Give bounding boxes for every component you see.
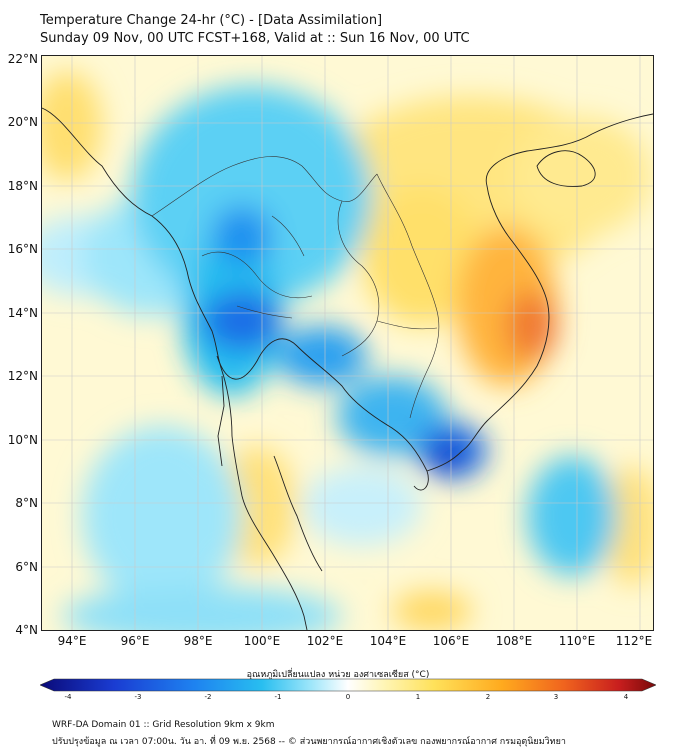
temperature-field [42, 71, 653, 630]
lon-label: 108°E [495, 634, 533, 648]
gridlines [42, 56, 653, 630]
colorbar [40, 678, 656, 692]
lon-label: 102°E [306, 634, 344, 648]
lon-label: 112°E [615, 634, 653, 648]
colorbar-tick: 4 [623, 693, 629, 701]
lat-label: 16°N [7, 242, 38, 256]
colorbar-tick: -2 [204, 693, 212, 701]
lat-label: 4°N [15, 623, 38, 637]
colorbar-tick: -1 [274, 693, 282, 701]
colorbar-tick: 2 [485, 693, 491, 701]
lon-label: 104°E [369, 634, 407, 648]
colorbar-tick: 1 [415, 693, 421, 701]
colorbar-tick: 0 [345, 693, 351, 701]
lon-label: 106°E [432, 634, 470, 648]
colorbar-tick: 3 [553, 693, 559, 701]
lon-label: 94°E [57, 634, 87, 648]
chart-title: Temperature Change 24-hr (°C) - [Data As… [40, 13, 383, 28]
lon-label: 110°E [558, 634, 596, 648]
borders [151, 156, 440, 419]
lat-label: 12°N [7, 369, 38, 383]
lat-label: 6°N [15, 560, 38, 574]
coastlines [42, 107, 653, 630]
lon-label: 100°E [243, 634, 281, 648]
colorbar-tick: -3 [134, 693, 142, 701]
lat-label: 8°N [15, 496, 38, 510]
lat-label: 20°N [7, 115, 38, 129]
forecast-validity: Sunday 09 Nov, 00 UTC FCST+168, Valid at… [40, 31, 470, 46]
model-info: WRF-DA Domain 01 :: Grid Resolution 9km … [52, 720, 275, 730]
lon-label: 96°E [120, 634, 150, 648]
lat-label: 14°N [7, 306, 38, 320]
lat-label: 10°N [7, 433, 38, 447]
lat-label: 22°N [7, 52, 38, 66]
colorbar-tick: -4 [64, 693, 72, 701]
lon-label: 98°E [183, 634, 213, 648]
colorbar-label: อุณหภูมิเปลี่ยนแปลง หน่วย องศาเซลเซียส (… [246, 670, 430, 680]
lat-label: 18°N [7, 179, 38, 193]
update-credit: ปรับปรุงข้อมูล ณ เวลา 07:00น. วัน อา. ที… [52, 737, 566, 747]
temperature-change-map[interactable] [41, 55, 654, 631]
